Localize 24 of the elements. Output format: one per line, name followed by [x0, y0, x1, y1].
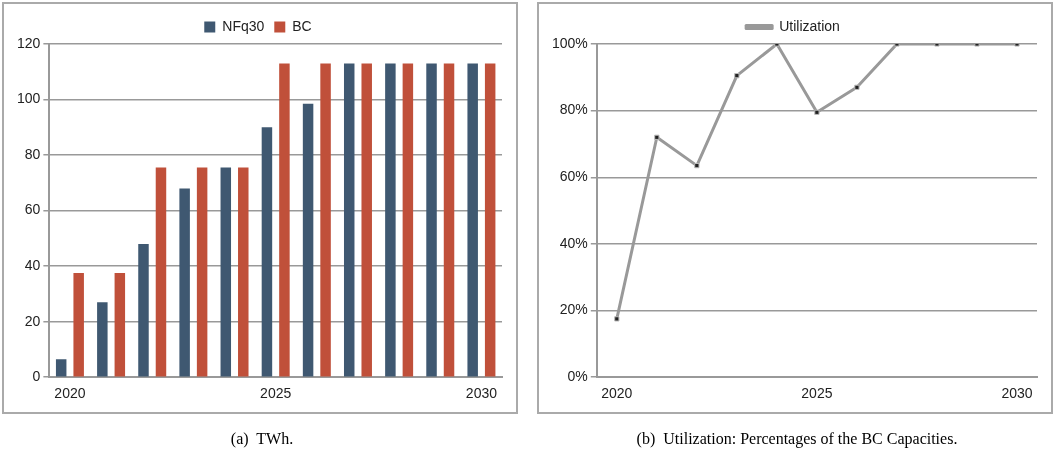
y-tick-label: 20	[24, 312, 41, 329]
x-tick-label: 2030	[465, 385, 498, 402]
legend-label: NFq30	[222, 17, 265, 34]
y-tick-label: 20%	[559, 301, 588, 318]
y-tick-label: 80%	[559, 101, 588, 118]
y-tick-label: 120	[17, 34, 41, 51]
y-tick-label: 0	[32, 368, 41, 385]
y-tick-label: 60%	[559, 168, 588, 185]
x-tick-label: 2020	[54, 385, 86, 402]
legend-label: BC	[292, 17, 312, 34]
x-tick-label: 2030	[1001, 385, 1033, 402]
legend-label: Utilization	[779, 17, 840, 34]
y-tick-label: 80	[24, 145, 41, 162]
y-tick-label: 100	[17, 90, 41, 107]
x-tick-label: 2025	[801, 385, 833, 402]
y-tick-label: 100%	[551, 34, 588, 51]
text: (b) Utilization: Percentages of the BC Capacities.	[635, 430, 959, 448]
text: (a) TWh.	[229, 430, 295, 448]
y-tick-label: 40	[24, 256, 41, 273]
x-tick-label: 2025	[260, 385, 292, 402]
y-tick-label: 0%	[567, 368, 588, 385]
y-tick-label: 40%	[559, 234, 588, 251]
x-tick-label: 2020	[601, 385, 633, 402]
y-tick-label: 60	[24, 201, 41, 218]
